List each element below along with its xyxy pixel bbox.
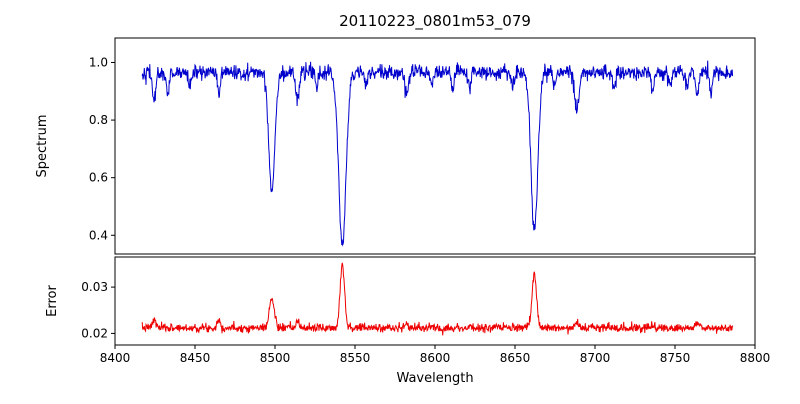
x-tick-label: 8500	[260, 351, 291, 365]
spectrum-line	[141, 60, 734, 247]
x-tick-label: 8650	[500, 351, 531, 365]
x-axis-label: Wavelength	[396, 371, 473, 386]
spectrum-y-tick-label: 0.8	[89, 113, 108, 127]
spectrum-y-tick-label: 0.6	[89, 171, 108, 185]
error-y-tick-label: 0.03	[81, 280, 108, 294]
x-tick-label: 8450	[180, 351, 211, 365]
error-line	[141, 262, 734, 336]
spectrum-y-tick-label: 1.0	[89, 55, 108, 69]
x-tick-label: 8700	[580, 351, 611, 365]
error-y-axis-label: Error	[45, 285, 60, 317]
x-tick-label: 8400	[100, 351, 131, 365]
spectrum-y-tick-label: 0.4	[89, 228, 108, 242]
x-tick-label: 8750	[660, 351, 691, 365]
chart-title: 20110223_0801m53_079	[339, 12, 531, 31]
x-tick-label: 8600	[420, 351, 451, 365]
x-tick-label: 8800	[740, 351, 771, 365]
error-plot-area	[114, 256, 756, 346]
error-y-tick-label: 0.02	[81, 326, 108, 340]
spectrum-y-axis-label: Spectrum	[35, 115, 50, 178]
spectrum-plot-area	[114, 37, 756, 255]
x-tick-label: 8550	[340, 351, 371, 365]
